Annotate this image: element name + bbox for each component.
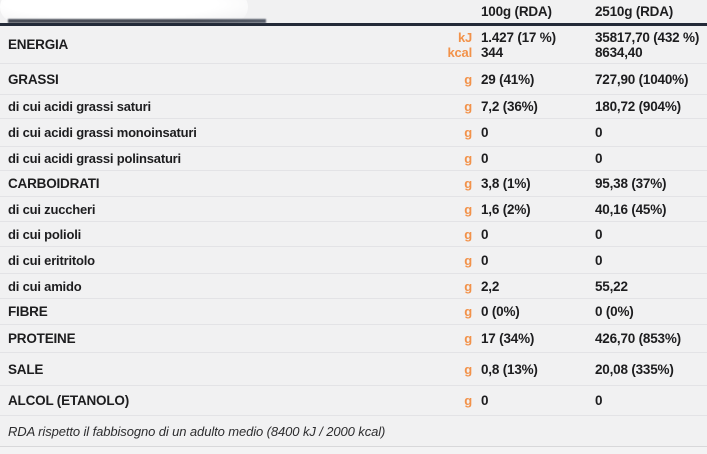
value-2510g: 35817,70 (432 %) 8634,40: [595, 30, 707, 60]
value-2510g: 40,16 (45%): [595, 201, 667, 217]
row-proteine: PROTEINE g 17 (34%) 426,70 (853%): [0, 325, 707, 353]
value-100g: 0: [481, 226, 489, 242]
value-100g: 2,2: [481, 278, 500, 294]
unit-label: g: [464, 393, 472, 408]
row-grassi-polinsaturi: di cui acidi grassi polinsaturi g 0 0: [0, 147, 707, 171]
row-carboidrati: CARBOIDRATI g 3,8 (1%) 95,38 (37%): [0, 171, 707, 197]
cropped-image-edge: [8, 19, 266, 23]
nutrient-label: ENERGIA: [8, 37, 69, 52]
product-image-fragment: [0, 0, 266, 23]
value-2510g-kj: 35817,70 (432 %): [595, 29, 700, 45]
row-alcol: ALCOL (ETANOLO) g 0 0: [0, 386, 707, 416]
value-100g: 0: [481, 393, 489, 408]
page-background-strip: [0, 447, 707, 454]
row-sale: SALE g 0,8 (13%) 20,08 (335%): [0, 353, 707, 386]
value-2510g: 0: [595, 393, 603, 408]
value-100g-kj: 1.427 (17 %): [481, 29, 556, 45]
unit-label: g: [464, 201, 472, 217]
row-eritritolo: di cui eritritolo g 0 0: [0, 247, 707, 274]
nutrient-label: di cui acidi grassi polinsaturi: [8, 151, 181, 166]
row-grassi-monoinsaturi: di cui acidi grassi monoinsaturi g 0 0: [0, 119, 707, 147]
row-grassi-saturi: di cui acidi grassi saturi g 7,2 (36%) 1…: [0, 95, 707, 119]
value-2510g: 0: [595, 151, 603, 166]
nutrient-label: di cui eritritolo: [8, 252, 95, 268]
unit-label: g: [464, 278, 472, 294]
value-100g: 7,2 (36%): [481, 99, 538, 114]
unit-label: g: [464, 361, 472, 377]
nutrient-label: ALCOL (ETANOLO): [8, 393, 129, 408]
value-100g: 0,8 (13%): [481, 361, 538, 377]
row-grassi: GRASSI g 29 (41%) 727,90 (1040%): [0, 64, 707, 95]
value-100g: 3,8 (1%): [481, 176, 531, 191]
nutrient-label: di cui amido: [8, 278, 82, 294]
value-100g: 0 (0%): [481, 304, 520, 319]
nutrient-label: GRASSI: [8, 71, 59, 87]
value-2510g: 727,90 (1040%): [595, 71, 689, 87]
value-2510g-kcal: 8634,40: [595, 44, 643, 60]
value-100g-kcal: 344: [481, 44, 503, 60]
unit-label: g: [464, 252, 472, 268]
value-100g: 1,6 (2%): [481, 201, 531, 217]
row-zuccheri: di cui zuccheri g 1,6 (2%) 40,16 (45%): [0, 197, 707, 222]
nutrient-label: di cui acidi grassi monoinsaturi: [8, 125, 197, 140]
row-fibre: FIBRE g 0 (0%) 0 (0%): [0, 299, 707, 325]
row-polioli: di cui polioli g 0 0: [0, 222, 707, 247]
value-2510g: 0: [595, 125, 603, 140]
unit-label: kJ kcal: [438, 30, 472, 60]
nutrient-label: PROTEINE: [8, 331, 76, 346]
unit-label: g: [464, 151, 472, 166]
column-header-2510g: 2510g (RDA): [595, 4, 674, 19]
unit-label: g: [464, 176, 472, 191]
value-2510g: 0: [595, 226, 603, 242]
column-header-100g: 100g (RDA): [481, 4, 552, 19]
value-2510g: 180,72 (904%): [595, 99, 681, 114]
unit-kj: kJ: [457, 29, 472, 45]
value-2510g: 0: [595, 252, 603, 268]
row-energia: ENERGIA kJ kcal 1.427 (17 %) 344 35817,7…: [0, 26, 707, 64]
unit-label: g: [464, 304, 472, 319]
nutrient-label: FIBRE: [8, 304, 48, 319]
rda-footnote: RDA rispetto il fabbisogno di un adulto …: [0, 416, 707, 447]
value-2510g: 95,38 (37%): [595, 176, 667, 191]
unit-label: g: [464, 99, 472, 114]
value-2510g: 0 (0%): [595, 304, 634, 319]
value-2510g: 20,08 (335%): [595, 361, 674, 377]
nutrient-label: CARBOIDRATI: [8, 176, 100, 191]
table-header: 100g (RDA) 2510g (RDA): [0, 0, 707, 26]
value-100g: 29 (41%): [481, 71, 535, 87]
value-100g: 0: [481, 125, 489, 140]
unit-label: g: [464, 125, 472, 140]
value-2510g: 55,22: [595, 278, 628, 294]
value-2510g: 426,70 (853%): [595, 331, 681, 346]
unit-label: g: [464, 226, 472, 242]
value-100g: 17 (34%): [481, 331, 535, 346]
unit-kcal: kcal: [447, 44, 472, 60]
value-100g: 1.427 (17 %) 344: [472, 30, 595, 60]
unit-label: g: [464, 71, 472, 87]
nutrient-label: di cui acidi grassi saturi: [8, 99, 151, 114]
nutrient-label: di cui polioli: [8, 226, 82, 242]
value-100g: 0: [481, 151, 489, 166]
row-amido: di cui amido g 2,2 55,22: [0, 274, 707, 299]
nutrient-label: di cui zuccheri: [8, 201, 96, 217]
nutrient-label: SALE: [8, 361, 44, 377]
value-100g: 0: [481, 252, 489, 268]
unit-label: g: [464, 331, 472, 346]
